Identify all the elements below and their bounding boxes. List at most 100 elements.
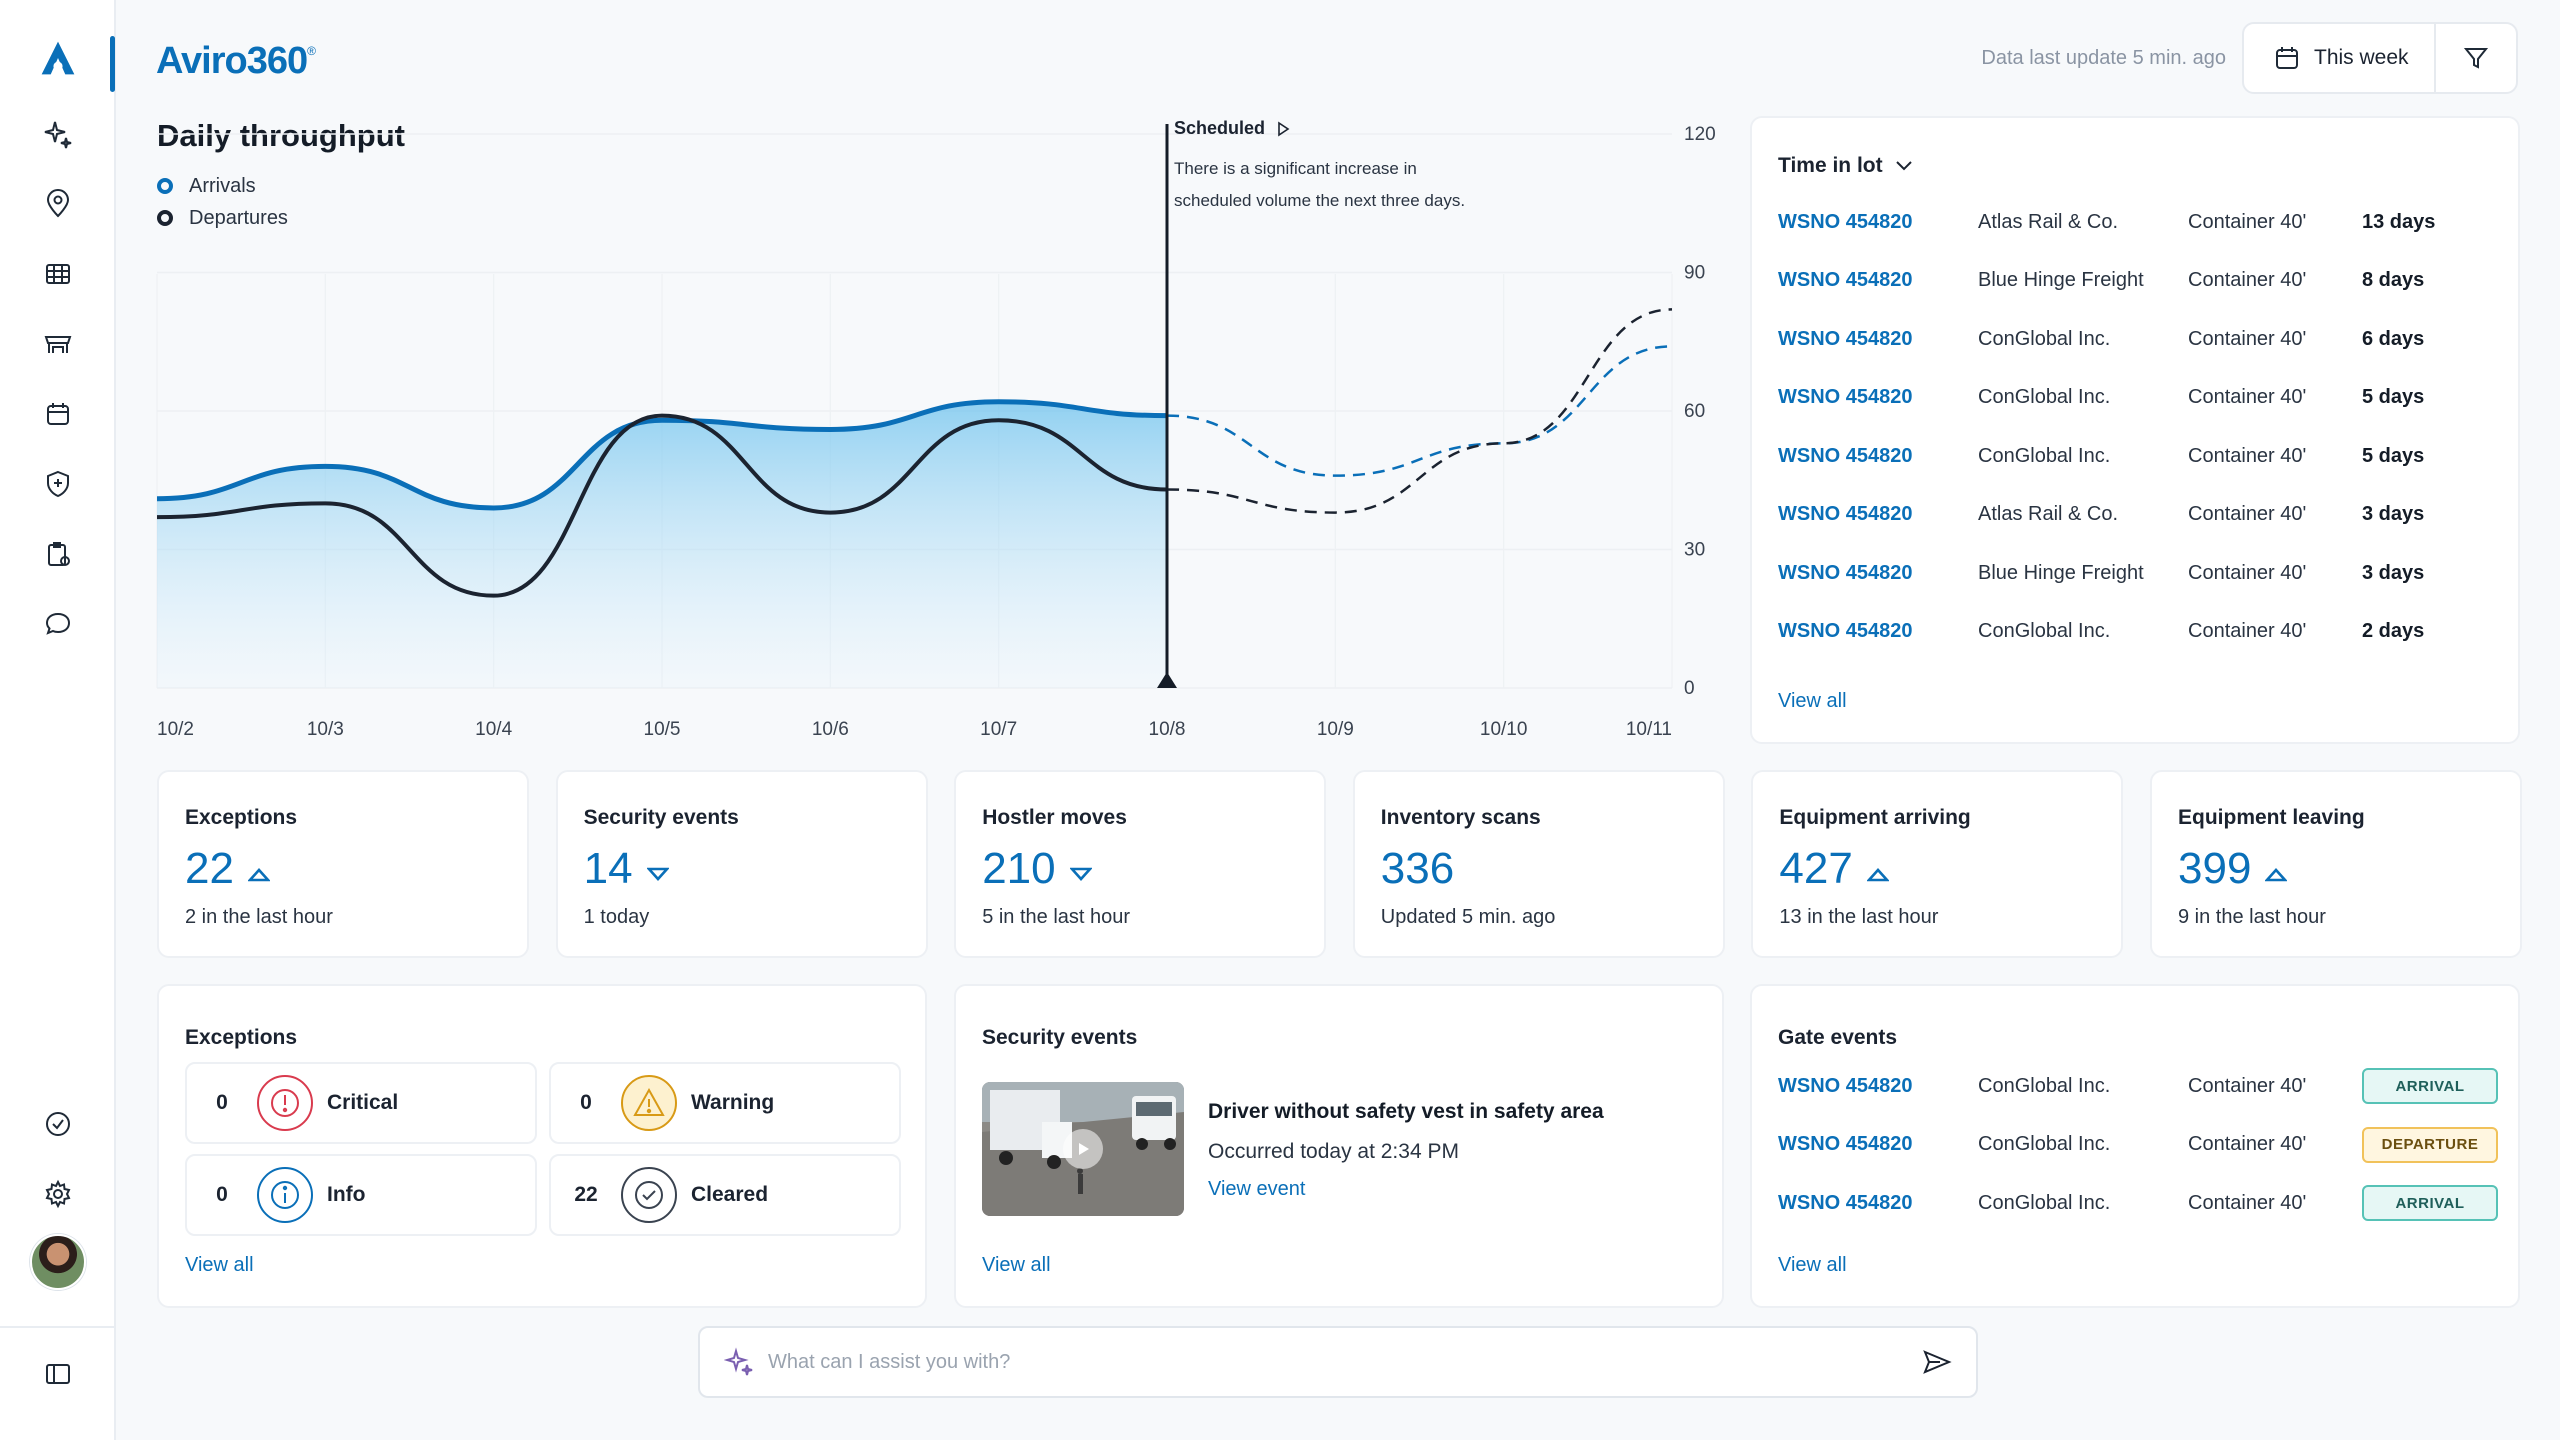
warehouse-icon[interactable]	[38, 324, 78, 364]
kpi-card[interactable]: Hostler moves 210 5 in the last hour	[954, 770, 1327, 958]
series-line-arrivals[interactable]	[156, 399, 1168, 511]
warning-triangle-icon	[621, 1075, 677, 1131]
location-pin-icon[interactable]	[38, 184, 78, 224]
days-in-lot: 13 days	[2362, 210, 2436, 233]
lot-row[interactable]: WSNO 454820 ConGlobal Inc. Container 40' 6 …	[1778, 321, 2424, 357]
x-tick-label: 10/3	[307, 719, 344, 740]
data-point[interactable]	[993, 396, 1005, 408]
data-point[interactable]	[319, 460, 331, 472]
lot-row[interactable]: WSNO 454820 ConGlobal Inc. Container 40' 5 …	[1778, 438, 2424, 474]
kpi-card[interactable]: Equipment arriving 427 13 in the last hour	[1751, 770, 2124, 958]
sparkle-icon[interactable]	[38, 114, 78, 154]
kpi-card[interactable]: Equipment leaving 399 9 in the last hour	[2150, 770, 2522, 958]
equipment-type: Container 40'	[2188, 386, 2307, 408]
data-point[interactable]	[1329, 470, 1341, 482]
equipment-type: Container 40'	[2188, 269, 2307, 291]
security-events-view-all[interactable]: View all	[982, 1254, 1051, 1276]
status-badge: ARRIVAL	[2362, 1068, 2498, 1104]
shield-icon[interactable]	[38, 464, 78, 504]
calendar-icon[interactable]	[38, 394, 78, 434]
view-event-link[interactable]: View event	[1208, 1178, 1306, 1200]
kpi-value: 210	[982, 844, 1056, 893]
scheduled-marker[interactable]	[1157, 672, 1177, 688]
brand-logo[interactable]: Aviro360®	[156, 40, 316, 82]
data-point[interactable]	[1666, 340, 1678, 352]
scheduled-note-title[interactable]: Scheduled	[1174, 118, 1514, 139]
clipboard-icon[interactable]	[38, 534, 78, 574]
container-id-link[interactable]: WSNO 454820	[1778, 1074, 1913, 1097]
equipment-type: Container 40'	[2188, 1191, 2307, 1214]
days-in-lot: 8 days	[2362, 269, 2425, 291]
play-button[interactable]	[1063, 1129, 1103, 1169]
days-in-lot: 5 days	[2362, 386, 2425, 408]
data-point[interactable]	[319, 497, 331, 509]
legend-item-arrivals[interactable]: Arrivals	[157, 170, 288, 202]
container-id-link[interactable]: WSNO 454820	[1778, 1133, 1913, 1155]
exception-category[interactable]: 0 Warning	[549, 1062, 901, 1144]
container-id-link[interactable]: WSNO 454820	[1778, 269, 1913, 291]
series-line-departures[interactable]	[156, 413, 1168, 598]
container-id-link[interactable]: WSNO 454820	[1778, 1191, 1913, 1214]
lot-row[interactable]: WSNO 454820 Blue Hinge Freight Container 4…	[1778, 555, 2424, 591]
kpi-card[interactable]: Security events 14 1 today	[555, 770, 928, 958]
send-icon[interactable]	[1922, 1347, 1952, 1377]
check-circle-icon[interactable]	[38, 1104, 78, 1144]
lot-row[interactable]: WSNO 454820 ConGlobal Inc. Container 40' 5 …	[1778, 380, 2424, 416]
gate-events-view-all[interactable]: View all	[1778, 1254, 1847, 1276]
sidebar	[0, 0, 116, 1440]
kpi-card[interactable]: Exceptions 22 2 in the last hour	[157, 770, 529, 958]
container-id-link[interactable]: WSNO 454820	[1778, 327, 1913, 350]
legend-item-departures[interactable]: Departures	[157, 202, 288, 234]
container-id-link[interactable]: WSNO 454820	[1778, 561, 1913, 584]
data-point[interactable]	[151, 511, 163, 523]
chat-icon[interactable]	[38, 604, 78, 644]
data-point[interactable]	[1329, 507, 1341, 519]
exception-category[interactable]: 22 Cleared	[549, 1154, 901, 1236]
data-point[interactable]	[993, 414, 1005, 426]
container-id-link[interactable]: WSNO 454820	[1778, 386, 1913, 408]
settings-icon[interactable]	[38, 1174, 78, 1214]
lot-row[interactable]: WSNO 454820 Atlas Rail & Co. Container 40'…	[1778, 204, 2435, 240]
container-id-link[interactable]: WSNO 454820	[1778, 444, 1913, 467]
time-in-lot-view-all[interactable]: View all	[1778, 690, 1847, 712]
data-point[interactable]	[824, 507, 836, 519]
kpi-card[interactable]: Inventory scans 336 Updated 5 min. ago	[1352, 770, 1725, 958]
data-point[interactable]	[656, 410, 668, 422]
lot-row[interactable]: WSNO 454820 Blue Hinge Freight Container 4…	[1778, 263, 2424, 299]
company-name: ConGlobal Inc.	[1978, 386, 2111, 408]
sidebar-toggle-icon[interactable]	[38, 1354, 78, 1394]
trend-down-icon	[646, 867, 669, 881]
period-selector-button[interactable]: This week	[2244, 24, 2436, 92]
data-point[interactable]	[151, 493, 163, 505]
series-forecast-departures[interactable]	[1166, 308, 1673, 514]
series-forecast-arrivals[interactable]	[1166, 345, 1673, 477]
container-id-link[interactable]: WSNO 454820	[1778, 620, 1913, 642]
container-id-link[interactable]: WSNO 454820	[1778, 210, 1913, 233]
logo-icon[interactable]	[38, 38, 78, 78]
kpi-value-row: 427	[1779, 844, 1889, 894]
container-id-link[interactable]: WSNO 454820	[1778, 503, 1913, 525]
exception-category[interactable]: 0 Info	[185, 1154, 537, 1236]
data-point[interactable]	[1666, 303, 1678, 315]
data-point[interactable]	[824, 423, 836, 435]
table-icon[interactable]	[38, 254, 78, 294]
gate-event-row[interactable]: WSNO 454820 ConGlobal Inc. Container 40' AR…	[1778, 1068, 2498, 1104]
exceptions-view-all[interactable]: View all	[185, 1254, 254, 1276]
lot-row[interactable]: WSNO 454820 ConGlobal Inc. Container 40' 2 …	[1778, 614, 2424, 650]
info-circle-icon	[257, 1167, 313, 1223]
filter-button[interactable]	[2436, 24, 2516, 92]
avatar[interactable]	[30, 1234, 86, 1290]
scheduled-note-text: There is a significant increase in sched…	[1174, 153, 1514, 217]
time-in-lot-dropdown[interactable]: Time in lot	[1778, 154, 1913, 178]
period-filter-group: This week	[2242, 22, 2518, 94]
event-video-thumbnail[interactable]	[982, 1082, 1184, 1216]
data-point[interactable]	[1498, 437, 1510, 449]
lot-row[interactable]: WSNO 454820 Atlas Rail & Co. Container 40'…	[1778, 497, 2424, 533]
data-point[interactable]	[488, 502, 500, 514]
gate-event-row[interactable]: WSNO 454820 ConGlobal Inc. Container 40' DE…	[1778, 1126, 2498, 1163]
throughput-chart[interactable]: 0 30 60 90 120 10/2 10/3 10/4 10/5 10/6 10/7 10/8 10…	[0, 0, 1720, 760]
exception-category[interactable]: 0 Critical	[185, 1062, 537, 1144]
assistant-input[interactable]	[768, 1350, 1922, 1374]
data-point[interactable]	[488, 590, 500, 602]
gate-event-row[interactable]: WSNO 454820 ConGlobal Inc. Container 40' AR…	[1778, 1185, 2498, 1221]
